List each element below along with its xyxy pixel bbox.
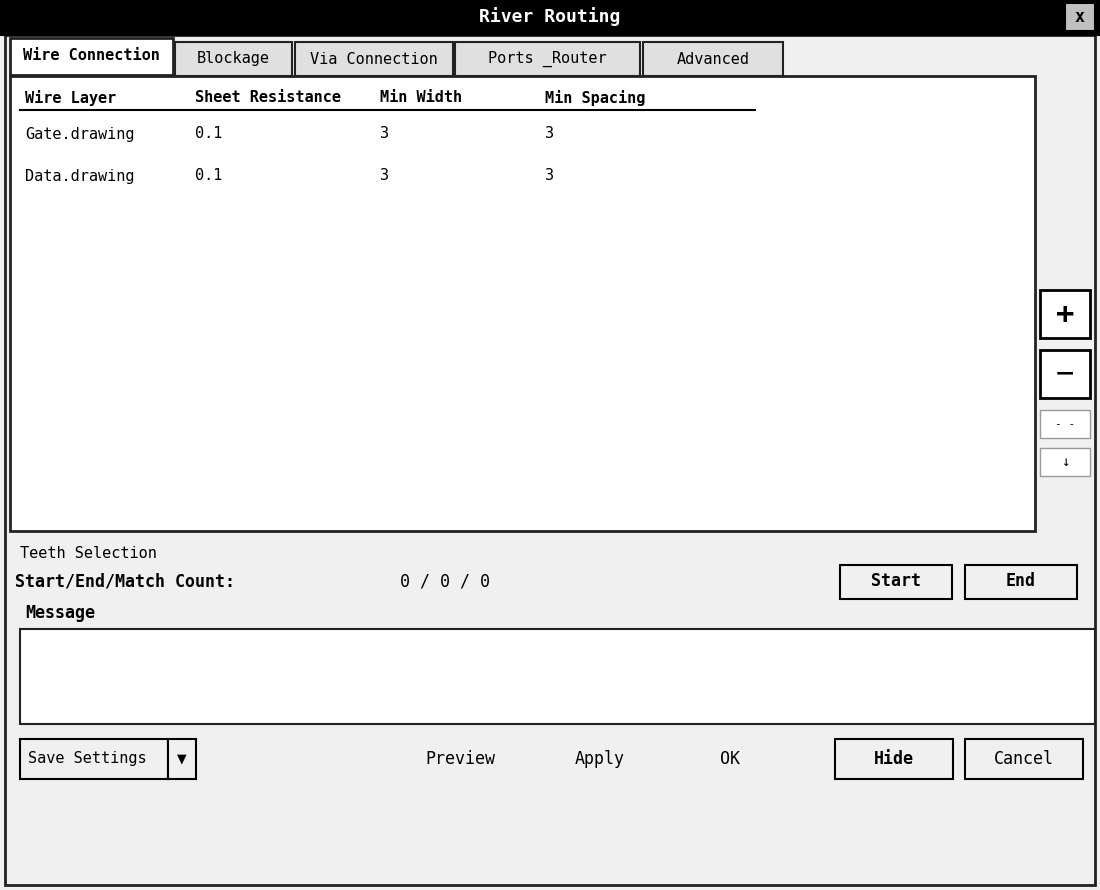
Text: Min Width: Min Width: [379, 91, 462, 106]
Text: ▼: ▼: [177, 753, 187, 765]
Bar: [10, 76, 1035, 531]
Text: 0.1: 0.1: [195, 126, 222, 142]
Bar: [1040, 410, 1090, 438]
Text: Blockage: Blockage: [197, 52, 270, 67]
Text: 3: 3: [544, 168, 554, 183]
Bar: [1065, 3, 1094, 31]
Text: Start: Start: [871, 572, 921, 590]
Text: End: End: [1006, 572, 1036, 590]
Text: Teeth Selection: Teeth Selection: [20, 546, 157, 561]
Bar: [644, 42, 783, 76]
Bar: [965, 565, 1077, 599]
Bar: [168, 739, 196, 779]
Bar: [20, 629, 1094, 724]
Text: Apply: Apply: [575, 750, 625, 768]
Text: x: x: [1075, 8, 1085, 26]
Bar: [1040, 290, 1090, 338]
Text: Sheet Resistance: Sheet Resistance: [195, 91, 341, 106]
Text: Data.drawing: Data.drawing: [25, 168, 134, 183]
Text: River Routing: River Routing: [480, 7, 620, 27]
Text: - -: - -: [1055, 419, 1075, 429]
Text: Advanced: Advanced: [676, 52, 749, 67]
Text: 0.1: 0.1: [195, 168, 222, 183]
Text: Min Spacing: Min Spacing: [544, 90, 646, 106]
Text: Save Settings: Save Settings: [28, 751, 146, 766]
Bar: [175, 42, 292, 76]
Text: OK: OK: [720, 750, 740, 768]
Text: 0 / 0 / 0: 0 / 0 / 0: [400, 572, 490, 590]
Text: Cancel: Cancel: [994, 750, 1054, 768]
Bar: [295, 42, 453, 76]
Text: 3: 3: [379, 126, 389, 142]
Bar: [835, 739, 953, 779]
Text: Wire Connection: Wire Connection: [23, 48, 159, 63]
Text: ↓: ↓: [1060, 455, 1069, 469]
Text: Message: Message: [25, 604, 95, 622]
Bar: [0, 0, 1100, 35]
Bar: [965, 739, 1084, 779]
Text: 3: 3: [379, 168, 389, 183]
Text: Via Connection: Via Connection: [310, 52, 438, 67]
Text: −: −: [1056, 360, 1075, 389]
Text: Preview: Preview: [425, 750, 495, 768]
Bar: [10, 38, 173, 75]
Text: Hide: Hide: [874, 750, 914, 768]
Text: Start/End/Match Count:: Start/End/Match Count:: [15, 572, 235, 590]
Bar: [20, 739, 168, 779]
Text: Gate.drawing: Gate.drawing: [25, 126, 134, 142]
Bar: [1040, 350, 1090, 398]
Text: +: +: [1056, 300, 1075, 328]
Bar: [1040, 448, 1090, 476]
Bar: [455, 42, 640, 76]
Text: Wire Layer: Wire Layer: [25, 90, 117, 106]
Text: Ports _Router: Ports _Router: [487, 51, 606, 67]
Bar: [840, 565, 952, 599]
Text: 3: 3: [544, 126, 554, 142]
